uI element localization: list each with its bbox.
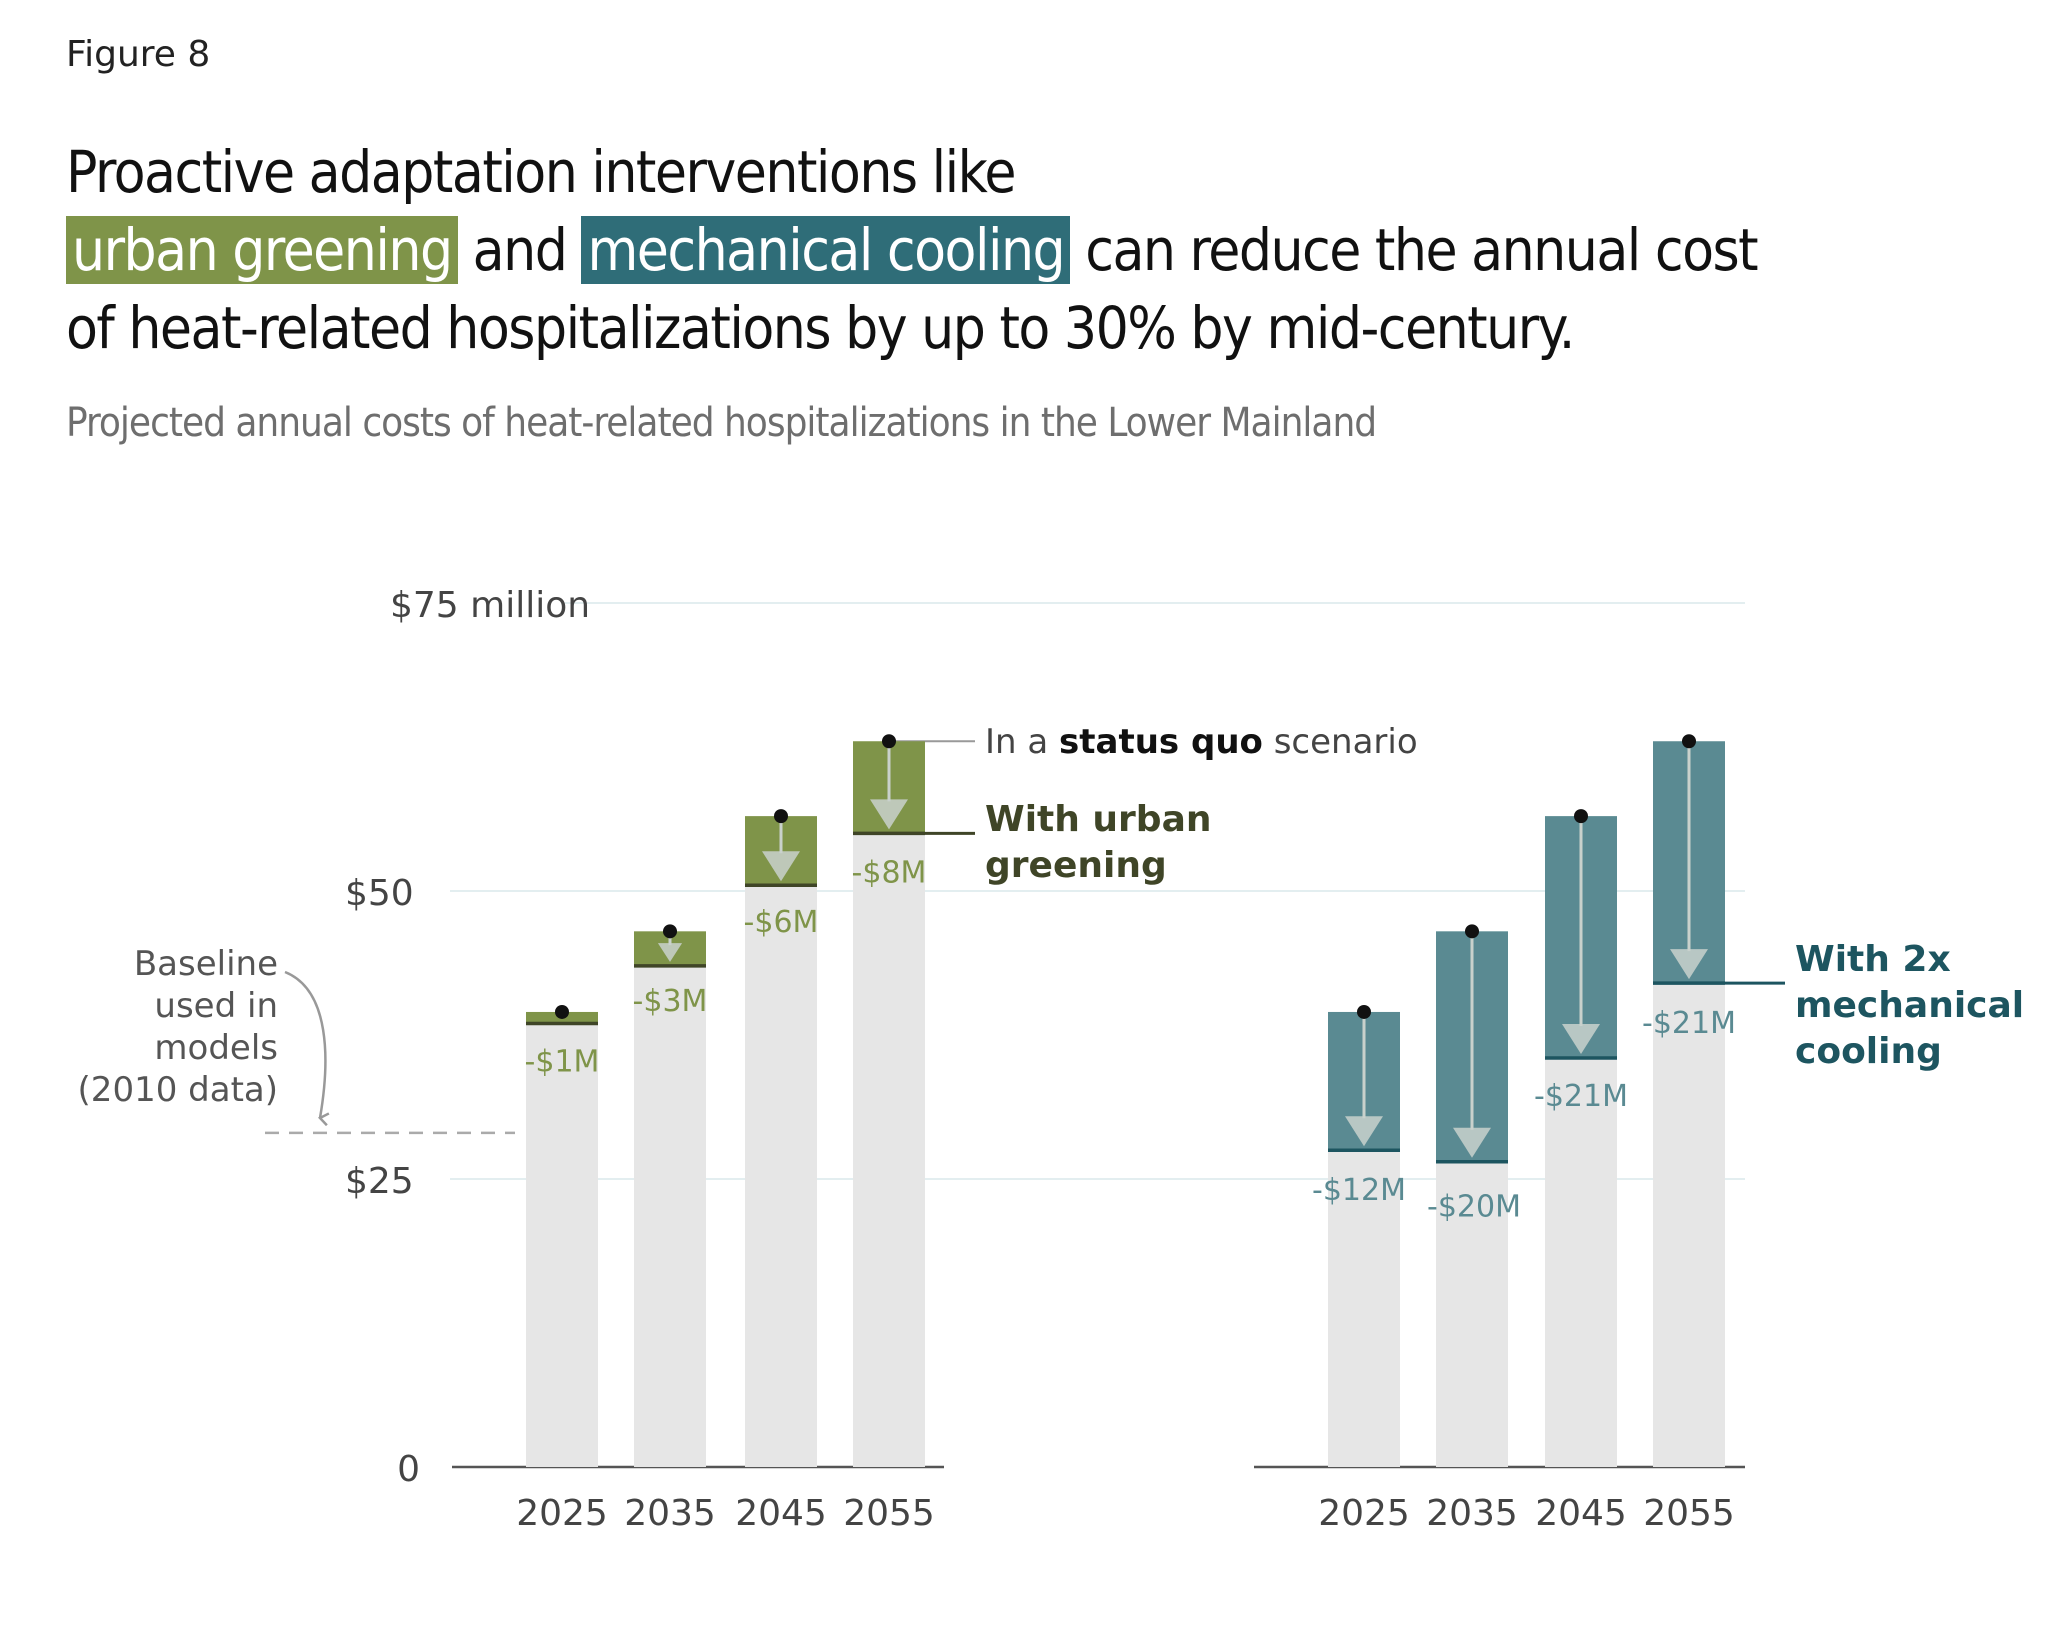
headline: Proactive adaptation interventions like …	[66, 133, 1766, 367]
status-quo-dot	[1465, 924, 1479, 939]
bar-base	[1436, 1161, 1508, 1467]
headline-line-1: Proactive adaptation interventions like	[66, 138, 1016, 206]
status-quo-dot	[1574, 809, 1588, 824]
x-tick-label: 2025	[1318, 1493, 1410, 1534]
figure-label: Figure 8	[66, 34, 211, 75]
x-tick-label: 2055	[1643, 1493, 1735, 1534]
reduction-arrow-head	[1345, 1116, 1383, 1147]
highlight-mechanical-cooling: mechanical cooling	[581, 216, 1071, 284]
baseline-label-line: models	[154, 1028, 278, 1068]
baseline-label-line: Baseline	[134, 944, 278, 984]
urban-greening-annotation: With urban	[985, 799, 1212, 840]
reduction-arrow-head	[762, 851, 800, 882]
x-tick-label: 2035	[1426, 1493, 1518, 1534]
reduction-arrow-head	[1670, 949, 1708, 980]
x-tick-label: 2035	[624, 1493, 716, 1534]
headline-line-2-rest: can reduce the annual cost	[1085, 216, 1758, 284]
highlight-urban-greening: urban greening	[66, 216, 458, 284]
baseline-arrow	[284, 970, 330, 1127]
status-quo-dot	[882, 734, 896, 749]
headline-line-3: of heat-related hospitalizations by up t…	[66, 294, 1575, 362]
status-quo-annotation: In a status quo scenario	[985, 722, 1418, 762]
y-tick-label: $50	[345, 873, 414, 914]
reduction-label: -$6M	[744, 905, 819, 940]
reduction-arrow-head	[1562, 1024, 1600, 1055]
mechanical-cooling-annotation: With 2x	[1795, 939, 1951, 980]
reduction-label: -$3M	[633, 984, 708, 1019]
mechanical-cooling-annotation: cooling	[1795, 1031, 1942, 1072]
bar-base	[526, 1023, 598, 1467]
status-quo-dot	[555, 1004, 569, 1019]
bar-base	[634, 965, 706, 1467]
y-tick-label: $25	[345, 1161, 414, 1202]
bar-base	[1653, 983, 1725, 1467]
bar-base	[745, 885, 817, 1467]
headline-line-2: urban greening and mechanical cooling ca…	[66, 211, 1766, 289]
reduction-label: -$1M	[525, 1044, 600, 1079]
reduction-label: -$8M	[852, 855, 927, 890]
x-tick-label: 2025	[516, 1493, 608, 1534]
reduction-arrow-head	[1453, 1127, 1491, 1158]
bar-base	[1328, 1150, 1400, 1467]
x-tick-label: 2045	[1535, 1493, 1627, 1534]
y-tick-label: 0	[397, 1449, 420, 1490]
x-tick-label: 2045	[735, 1493, 827, 1534]
reduction-label: -$12M	[1312, 1173, 1406, 1208]
reduction-arrow-head	[657, 943, 683, 962]
headline-and: and	[472, 216, 568, 284]
status-quo-dot	[1357, 1004, 1371, 1019]
reduction-label: -$20M	[1427, 1190, 1521, 1225]
baseline-label-line: used in	[154, 986, 278, 1026]
reduction-label: -$21M	[1534, 1079, 1628, 1114]
status-quo-dot	[774, 809, 788, 824]
y-tick-label: $75 million	[390, 585, 590, 626]
x-tick-label: 2055	[843, 1493, 935, 1534]
bar-base	[853, 833, 925, 1467]
chart-subtitle: Projected annual costs of heat-related h…	[66, 400, 1377, 446]
bar-base	[1545, 1058, 1617, 1467]
urban-greening-annotation: greening	[985, 845, 1167, 886]
reduction-arrow-head	[870, 799, 908, 830]
status-quo-dot	[663, 924, 677, 939]
mechanical-cooling-annotation: mechanical	[1795, 985, 2024, 1026]
reduction-label: -$21M	[1642, 1006, 1736, 1041]
status-quo-dot	[1682, 734, 1696, 749]
baseline-label-line: (2010 data)	[78, 1070, 278, 1110]
